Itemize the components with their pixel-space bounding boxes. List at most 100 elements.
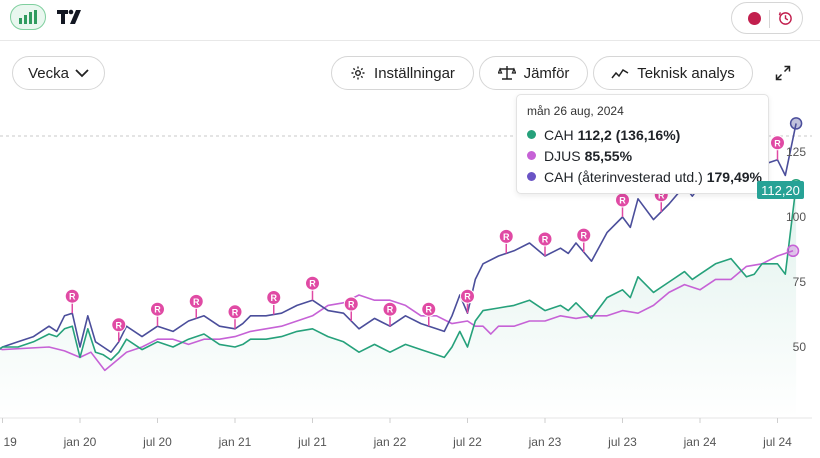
dividend-marker-badge [227, 304, 243, 320]
dividend-marker[interactable]: R [576, 227, 592, 253]
dividend-marker[interactable]: R [305, 275, 320, 301]
y-tick-label: 50 [793, 340, 807, 354]
period-label: Vecka [28, 64, 69, 82]
x-tick-label: jan 21 [218, 435, 252, 449]
period-select-button[interactable]: Vecka [12, 56, 105, 90]
dividend-marker-badge [382, 301, 398, 317]
dividend-marker[interactable]: R [421, 301, 437, 327]
dividend-marker-badge [150, 301, 165, 317]
tooltip-series-name: CAH (återinvesterad utd.) [544, 168, 703, 185]
last-price-label: 112,20 [757, 181, 804, 199]
fullscreen-button[interactable] [770, 60, 796, 86]
x-tick-label: jul 21 [297, 435, 327, 449]
tooltip-series-value: 179,49% [706, 168, 763, 185]
tooltip-row-cah-reinvested: CAH (återinvesterad utd.) 179,49% [527, 166, 762, 187]
series-color-dot [527, 130, 536, 139]
dividend-marker[interactable]: R [343, 296, 359, 321]
dividend-marker-label: R [116, 320, 123, 330]
dividend-marker-label: R [309, 279, 316, 289]
series-line-cah[interactable] [0, 185, 797, 361]
dividend-marker-badge [64, 288, 80, 304]
dividend-marker-badge [770, 135, 785, 151]
dividend-marker-label: R [387, 305, 394, 315]
settings-label: Inställningar [374, 64, 455, 82]
dividend-marker-badge [498, 228, 514, 244]
tooltip-row-djus: DJUS 85,55% [527, 145, 758, 166]
x-tick-label: jan 24 [683, 435, 717, 449]
tooltip-series-name: DJUS [544, 147, 581, 164]
dividend-marker[interactable]: R [460, 288, 475, 314]
dividend-marker-label: R [503, 232, 510, 242]
dividend-marker[interactable]: R [150, 301, 165, 327]
dividend-marker[interactable]: R [188, 293, 204, 319]
dividend-marker-badge [266, 290, 282, 305]
tooltip-row-cah: CAH 112,2 (136,16%) [527, 124, 758, 145]
compare-button[interactable]: Jämför [479, 56, 588, 90]
tooltip-series-value: 112,2 (136,16%) [577, 126, 681, 143]
dividend-marker-label: R [581, 231, 588, 241]
y-tick-label: 75 [793, 275, 807, 289]
dividend-marker[interactable]: R [266, 290, 282, 315]
x-tick-label: jan 20 [63, 435, 97, 449]
series-end-point [786, 244, 800, 258]
dividend-marker-label: R [426, 305, 433, 315]
settings-button[interactable]: Inställningar [331, 56, 474, 90]
technical-analysis-label: Teknisk analys [637, 64, 735, 82]
top-bar [0, 0, 820, 41]
dividend-marker-badge [188, 293, 204, 309]
status-dot [748, 12, 761, 25]
chart-type-button[interactable] [10, 4, 46, 30]
dividend-marker[interactable]: R [64, 288, 80, 314]
chevron-down-icon [75, 69, 89, 78]
dividend-marker-label: R [774, 138, 781, 148]
dividend-marker-label: R [154, 305, 161, 315]
dividend-marker-badge [305, 275, 320, 291]
dividend-marker[interactable]: R [227, 304, 243, 329]
y-tick-label: 125 [786, 145, 806, 159]
gear-icon [351, 66, 365, 80]
technical-analysis-button[interactable]: Teknisk analys [593, 56, 753, 90]
compare-label: Jämför [523, 64, 570, 82]
divider [769, 10, 770, 28]
dividend-marker[interactable]: R [382, 301, 398, 327]
tradingview-logo-icon[interactable] [56, 8, 84, 26]
x-tick-label: jan 23 [528, 435, 562, 449]
dividend-marker[interactable]: R [770, 135, 785, 160]
x-tick-label: jul 19 [0, 435, 17, 449]
trend-line-icon [611, 68, 629, 79]
dividend-marker-label: R [232, 307, 239, 317]
chart-tooltip: mån 26 aug, 2024 CAH 112,2 (136,16%) DJU… [516, 94, 769, 194]
series-line-cah-terinvesterad-utd[interactable] [0, 123, 797, 357]
dividend-marker-label: R [619, 196, 626, 206]
dividend-marker-badge [576, 227, 592, 243]
status-pill[interactable] [731, 2, 803, 34]
x-tick-label: jul 22 [452, 435, 482, 449]
tooltip-series-name: CAH [544, 126, 574, 143]
expand-icon [775, 65, 791, 81]
dividend-marker-label: R [464, 292, 471, 302]
dividend-marker-label: R [542, 235, 549, 245]
dividend-marker[interactable]: R [537, 231, 553, 256]
dividend-marker-label: R [271, 293, 278, 303]
tooltip-date: mån 26 aug, 2024 [527, 104, 624, 118]
x-tick-label: jan 22 [373, 435, 407, 449]
dividend-marker-badge [343, 296, 359, 312]
dividend-marker-badge [460, 288, 475, 304]
bar-chart-icon [19, 10, 37, 24]
y-tick-label: 100 [786, 210, 806, 224]
dividend-marker-label: R [348, 300, 355, 310]
series-color-dot [527, 151, 536, 160]
history-clock-icon [778, 12, 792, 25]
dividend-marker[interactable]: R [111, 317, 127, 342]
scale-icon [497, 66, 516, 80]
dividend-marker[interactable]: R [615, 192, 630, 217]
dividend-marker[interactable]: R [498, 228, 514, 254]
series-end-point [789, 117, 803, 130]
x-tick-label: jul 20 [142, 435, 172, 449]
cah-area-fill [0, 185, 797, 418]
series-color-dot [527, 172, 536, 181]
x-tick-label: jul 24 [762, 435, 792, 449]
dividend-marker-label: R [69, 292, 76, 302]
dividend-marker-label: R [658, 190, 665, 200]
